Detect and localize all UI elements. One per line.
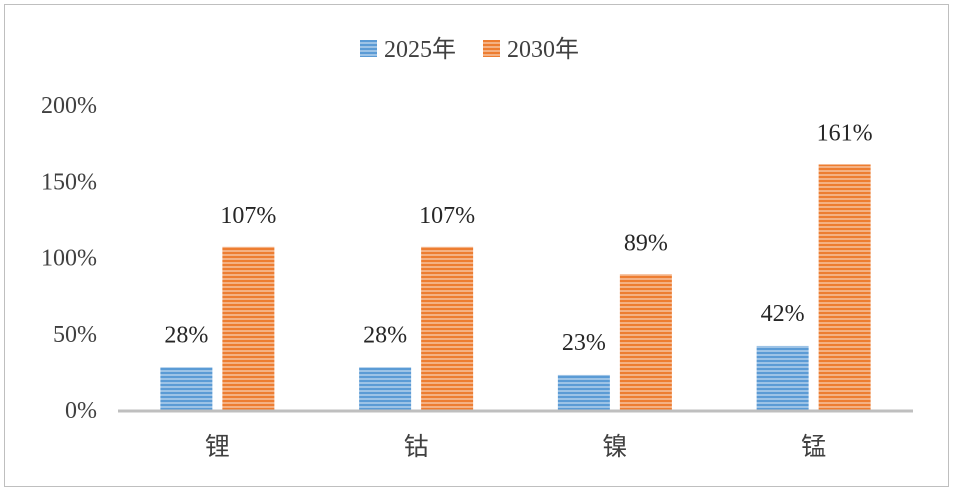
y-tick-label: 0% <box>65 398 97 424</box>
y-tick-label: 50% <box>53 322 97 348</box>
bar-2025 <box>160 367 213 410</box>
x-axis: 锂钴镍锰 <box>118 409 913 461</box>
x-tick-label: 钴 <box>404 433 429 461</box>
data-labels: 28% 107% 28% 107% 23% 89% 42% 161% <box>164 120 872 355</box>
data-label: 42% <box>761 301 805 327</box>
data-label: 89% <box>624 230 668 256</box>
bar-2030 <box>619 274 672 410</box>
bars <box>160 164 871 410</box>
x-tick-label: 镍 <box>602 433 627 461</box>
legend-label: 2025年 <box>384 36 456 63</box>
data-label: 28% <box>363 322 407 348</box>
data-label: 161% <box>817 120 873 146</box>
legend-swatch <box>483 40 500 57</box>
data-label: 107% <box>220 203 276 229</box>
y-tick-label: 150% <box>41 169 97 195</box>
y-tick-label: 100% <box>41 246 97 272</box>
legend: 2025年 2030年 <box>360 36 579 63</box>
bar-2030 <box>421 246 474 410</box>
data-label: 107% <box>419 203 475 229</box>
data-label: 23% <box>562 330 606 356</box>
bar-2030 <box>222 246 275 410</box>
x-tick-label: 锰 <box>801 433 826 461</box>
legend-swatch <box>360 40 377 57</box>
legend-label: 2030年 <box>507 36 579 63</box>
data-label: 28% <box>164 322 208 348</box>
y-axis: 0% 50% 100% 150% 200% <box>41 93 97 424</box>
bar-2025 <box>557 374 610 410</box>
bar-2025 <box>359 367 412 410</box>
y-tick-label: 200% <box>41 93 97 119</box>
x-tick-label: 锂 <box>205 433 230 461</box>
bar-2025 <box>756 345 809 410</box>
bar-2030 <box>818 164 871 410</box>
